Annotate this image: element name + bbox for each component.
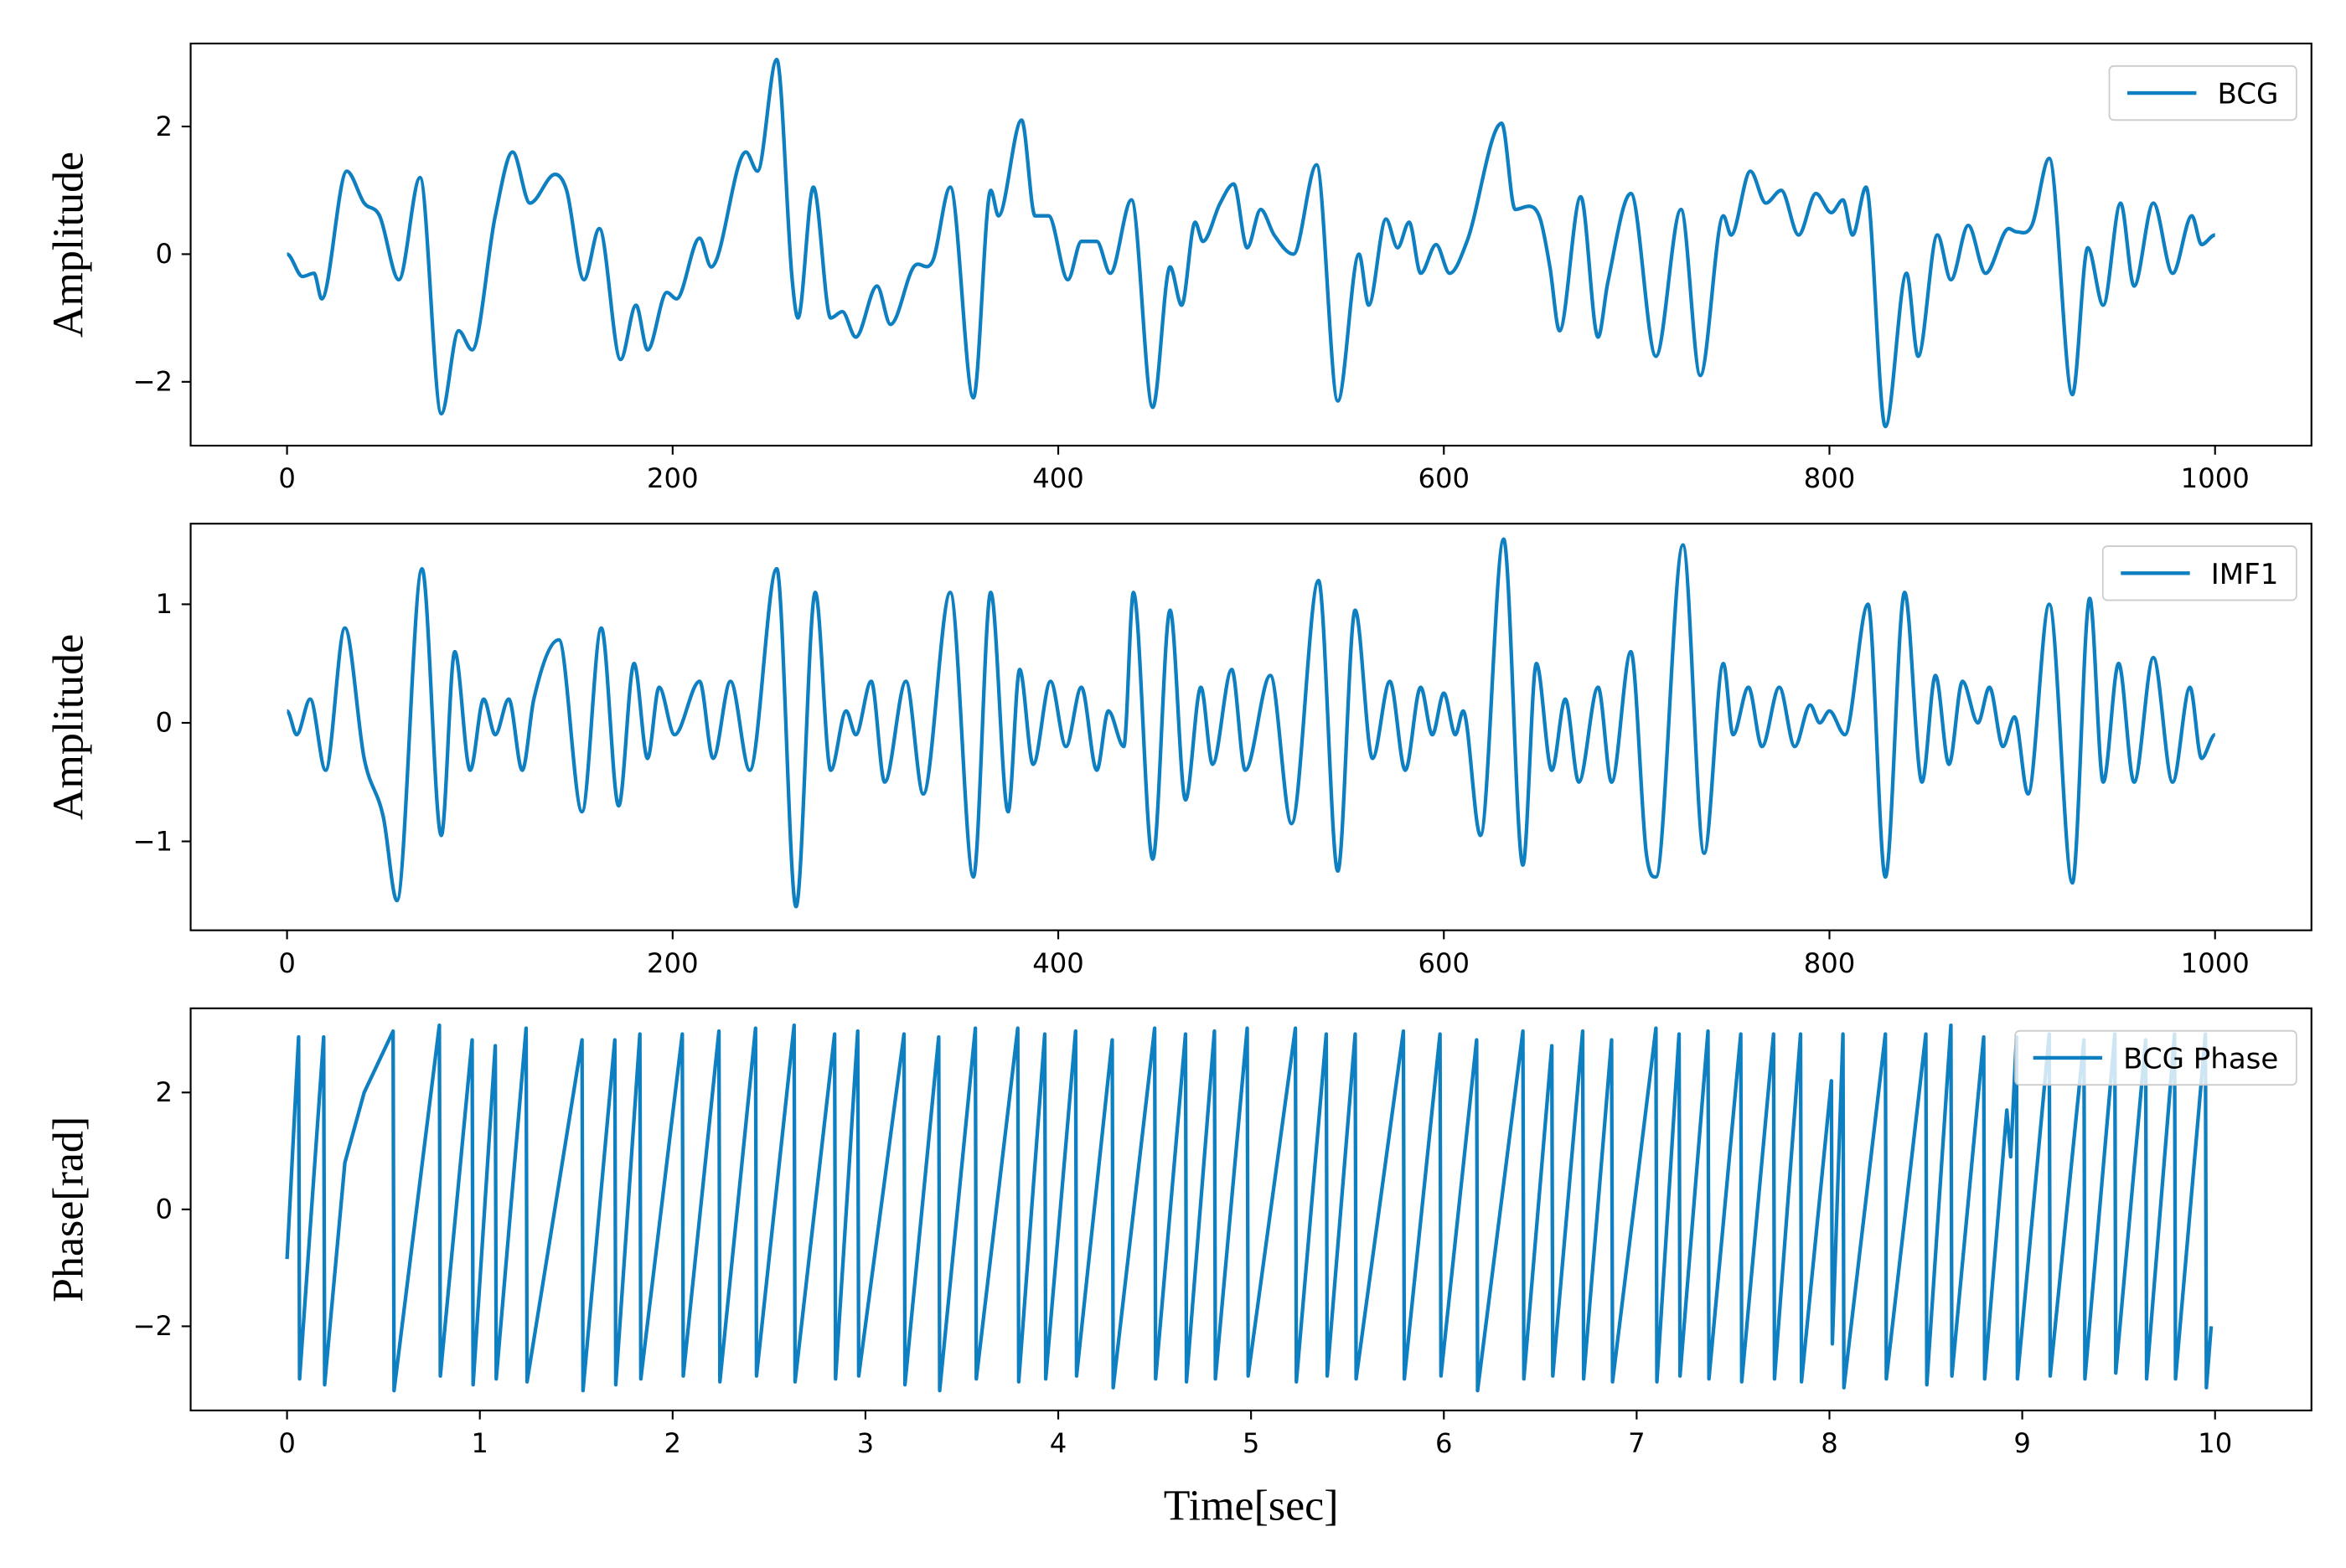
- x-tick-label: 0: [278, 462, 296, 494]
- x-tick-label: 9: [2013, 1427, 2031, 1459]
- plot-area: [285, 537, 2216, 909]
- x-tick-label: 8: [1821, 1427, 1838, 1459]
- legend: IMF1: [2101, 545, 2297, 601]
- x-tick-label: 600: [1418, 947, 1470, 979]
- y-axis-label: Amplitude: [45, 634, 93, 820]
- legend-frame: [2014, 1029, 2297, 1086]
- y-tick-label: 0: [156, 1194, 173, 1225]
- x-tick-label: 2: [664, 1427, 682, 1459]
- x-tick-label: 0: [278, 1427, 296, 1459]
- x-tick-label: 400: [1032, 462, 1084, 494]
- y-tick-label: −1: [133, 825, 173, 857]
- data-line: [286, 57, 2216, 429]
- y-axis-label: Amplitude: [45, 152, 93, 338]
- axes-frame: [189, 523, 2312, 931]
- x-tick-label: 7: [1628, 1427, 1646, 1459]
- data-line: [285, 1023, 2214, 1393]
- y-tick-label: −2: [133, 1310, 173, 1342]
- data-line: [285, 537, 2216, 909]
- x-tick-label: 10: [2198, 1427, 2232, 1459]
- x-axis-label: Time[sec]: [1164, 1483, 1339, 1530]
- legend-frame: [2101, 545, 2297, 601]
- x-tick-label: 200: [647, 947, 699, 979]
- axes-frame: [189, 42, 2312, 447]
- legend: BCG: [2108, 64, 2297, 121]
- legend-label: BCG: [2217, 78, 2278, 111]
- y-tick-label: 2: [156, 111, 173, 142]
- x-tick-label: 800: [1804, 462, 1856, 494]
- x-tick-label: 6: [1435, 1427, 1453, 1459]
- y-tick-label: 0: [156, 707, 173, 739]
- x-tick-label: 600: [1418, 462, 1470, 494]
- x-tick-label: 200: [647, 462, 699, 494]
- y-tick-label: 1: [156, 588, 173, 620]
- x-tick-label: 800: [1804, 947, 1856, 979]
- y-tick-label: 0: [156, 238, 173, 270]
- x-tick-label: 1000: [2181, 462, 2250, 494]
- subplot: 0 1 2 3 4 5 6 7 8 9 10 −2 0 2 Phase[rad] Time[sec] BCG P…: [45, 1007, 2312, 1530]
- y-tick-label: 2: [156, 1076, 173, 1108]
- y-tick-label: −2: [133, 366, 173, 398]
- x-tick-label: 400: [1032, 947, 1084, 979]
- x-tick-label: 1: [471, 1427, 488, 1459]
- x-tick-label: 1000: [2181, 947, 2250, 979]
- legend: BCG Phase: [2014, 1029, 2297, 1086]
- y-axis-label: Phase[rad]: [45, 1117, 93, 1302]
- x-tick-label: 5: [1243, 1427, 1260, 1459]
- legend-label: IMF1: [2211, 558, 2279, 591]
- x-tick-label: 3: [857, 1427, 875, 1459]
- subplot: 0 200 400 600 800 1000 −2 0 2 Amplitude BCG: [45, 42, 2312, 494]
- legend-frame: [2108, 64, 2297, 121]
- plot-area: [286, 57, 2216, 429]
- plot-area: [285, 1023, 2214, 1393]
- x-tick-label: 4: [1050, 1427, 1067, 1459]
- legend-label: BCG Phase: [2123, 1042, 2278, 1075]
- x-tick-label: 0: [278, 947, 296, 979]
- subplot: 0 200 400 600 800 1000 −1 0 1 Amplitude IMF1: [45, 523, 2312, 979]
